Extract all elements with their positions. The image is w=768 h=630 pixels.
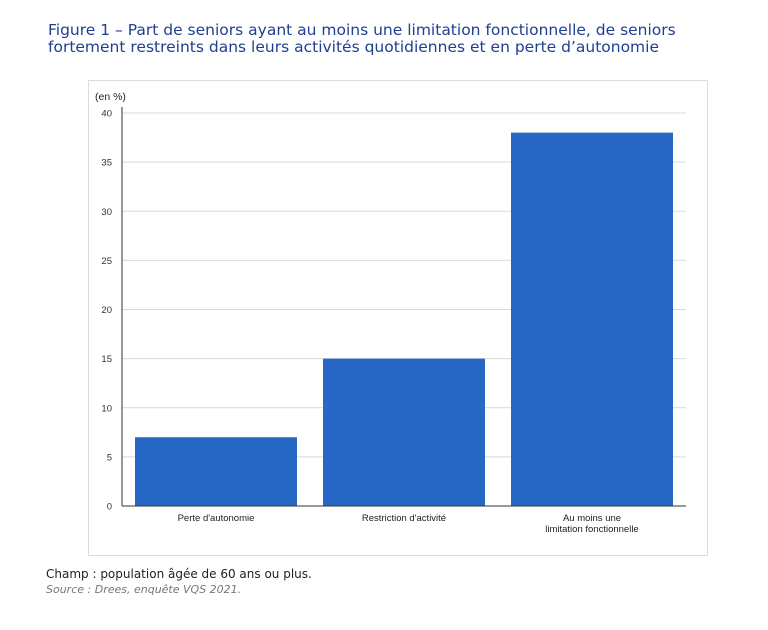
y-tick-label-25: 25 [101,256,112,267]
bar-2 [511,132,673,506]
y-tick-label-0: 0 [107,502,112,513]
bar-0 [135,437,297,506]
x-tick-label-2: Au moins une limitation fonctionnelle [545,513,638,535]
x-tick-label-1: Restriction d'activité [362,513,446,524]
chart-frame [88,80,708,556]
y-tick-label-30: 30 [101,207,112,218]
figure-title-line-2: fortement restreints dans leurs activité… [48,38,660,56]
x-tick-label-2-line-0: Au moins une [563,513,621,524]
figure-title-line-1: Figure 1 – Part de seniors ayant au moin… [48,21,676,39]
y-tick-label-10: 10 [101,403,112,414]
note-champ: Champ : population âgée de 60 ans ou plu… [46,567,312,581]
note-source: Source : Drees, enquête VQS 2021. [46,583,242,596]
figure-notes: Champ : population âgée de 60 ans ou plu… [46,566,312,598]
y-tick-label-35: 35 [101,158,112,169]
x-tick-label-0: Perte d'autonomie [178,513,255,524]
x-tick-label-2-line-1: limitation fonctionnelle [545,524,638,535]
y-tick-label-20: 20 [101,305,112,316]
y-tick-label-40: 40 [101,109,112,120]
x-tick-label-1-line-0: Restriction d'activité [362,513,446,524]
y-tick-label-5: 5 [107,452,112,463]
figure-title: Figure 1 – Part de seniors ayant au moin… [48,22,748,56]
y-tick-label-15: 15 [101,354,112,365]
y-unit-label: (en %) [95,91,126,103]
x-tick-label-0-line-0: Perte d'autonomie [178,513,255,524]
bar-1 [323,358,485,506]
